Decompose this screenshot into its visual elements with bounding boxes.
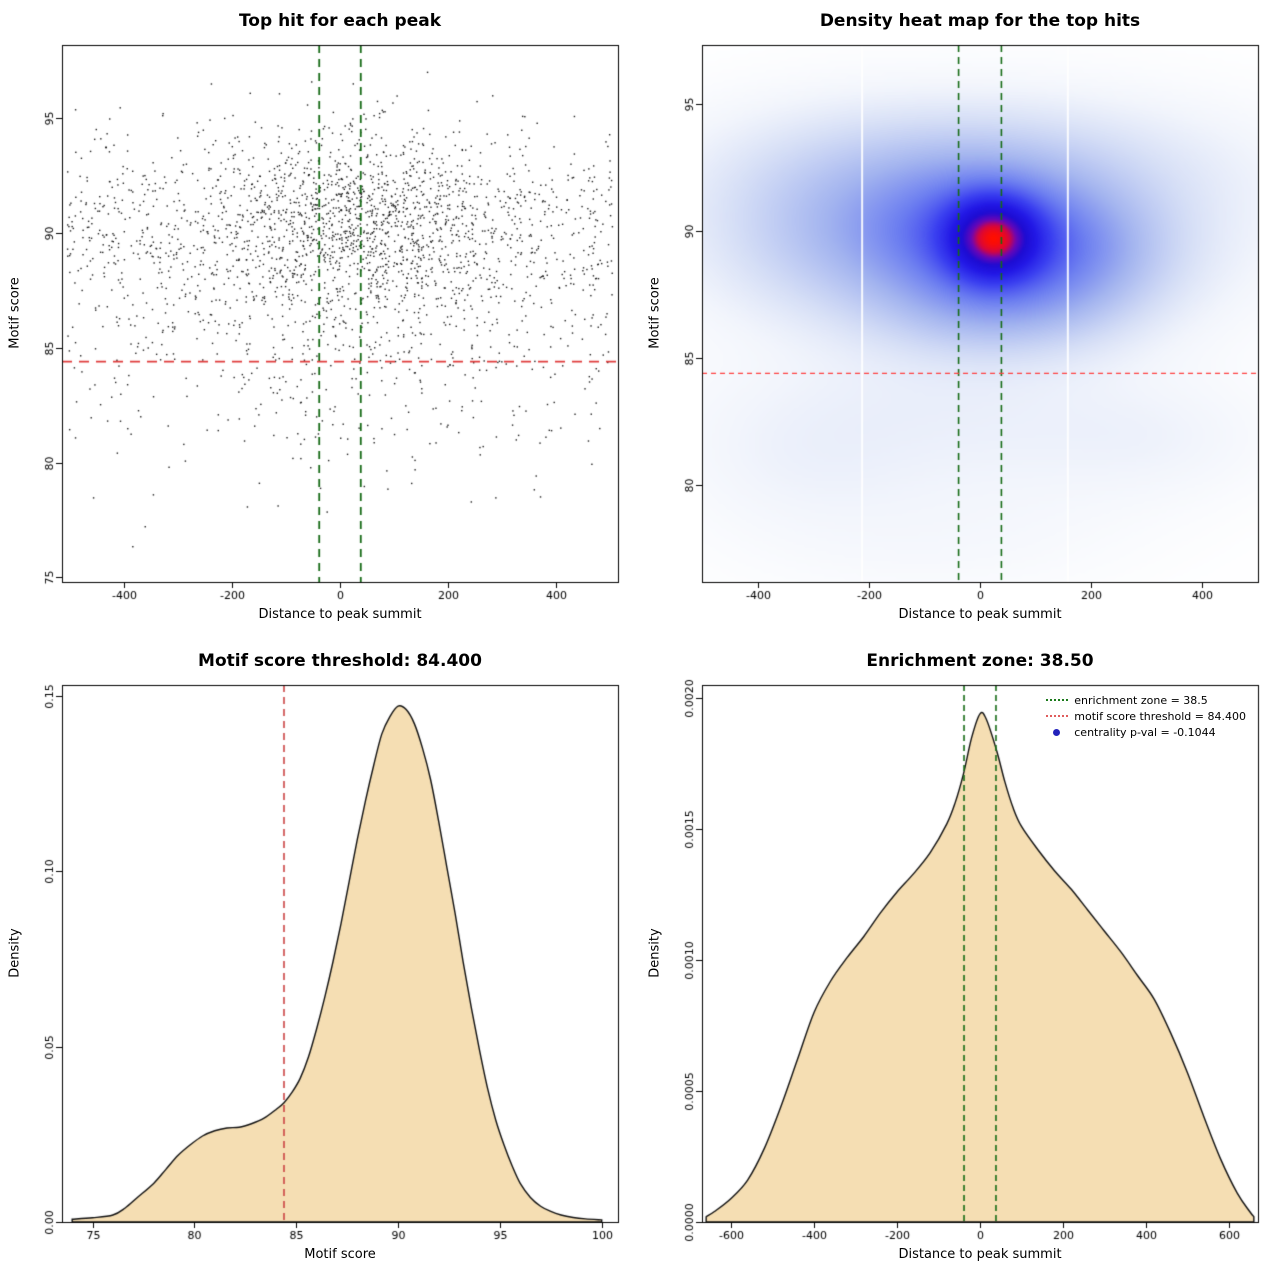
y-axis-label: Density [7,928,23,978]
dotted-line-swatch [1046,715,1069,717]
scatter-plot-canvas [0,0,640,640]
density-plot-canvas [0,640,640,1280]
point-swatch [1053,728,1061,736]
legend-item-centrality-pval: centrality p-val = -0.1044 [1046,724,1246,740]
plot-legend: enrichment zone = 38.5 motif score thres… [1046,692,1246,740]
heatmap-plot-canvas [640,0,1280,640]
y-axis-label: Motif score [7,277,23,349]
x-axis-label: Motif score [304,1247,376,1262]
panel-motif-score-density: Motif score threshold: 84.400 Motif scor… [0,640,640,1280]
legend-label: motif score threshold = 84.400 [1074,709,1246,723]
dotted-line-swatch [1046,699,1069,701]
y-axis-label: Density [647,928,663,978]
chart-title: Top hit for each peak [238,11,442,31]
chart-title: Motif score threshold: 84.400 [198,651,482,671]
y-axis-label: Motif score [647,277,663,349]
legend-label: centrality p-val = -0.1044 [1074,725,1216,739]
chart-title: Enrichment zone: 38.50 [866,651,1094,671]
panel-density-heatmap: Density heat map for the top hits Distan… [640,0,1280,640]
x-axis-label: Distance to peak summit [898,1247,1062,1262]
panel-top-hit-scatter: Top hit for each peak Distance to peak s… [0,0,640,640]
panel-distance-density: Enrichment zone: 38.50 Distance to peak … [640,640,1280,1280]
legend-label: enrichment zone = 38.5 [1074,693,1208,707]
legend-item-enrichment-zone: enrichment zone = 38.5 [1046,692,1246,708]
density-plot-canvas [640,640,1280,1280]
chart-title: Density heat map for the top hits [819,11,1141,31]
x-axis-label: Distance to peak summit [898,607,1062,622]
x-axis-label: Distance to peak summit [258,607,422,622]
legend-item-motif-threshold: motif score threshold = 84.400 [1046,708,1246,724]
